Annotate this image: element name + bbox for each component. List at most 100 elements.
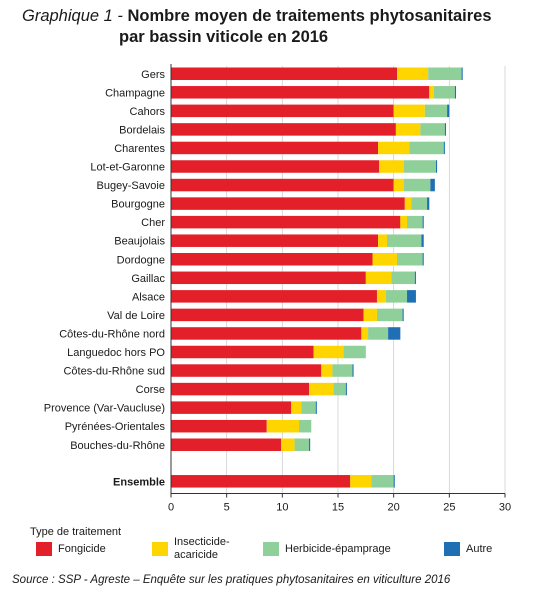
bar-segment-insecticide-acaricide xyxy=(361,327,369,340)
bar-segment-herbicide-pamprage xyxy=(424,104,448,118)
bar-segment-insecticide-acaricide xyxy=(309,382,334,396)
legend-label-fongicide: Fongicide xyxy=(58,543,106,555)
legend-swatch-fongicide xyxy=(36,542,52,556)
bar-segment-herbicide-pamprage xyxy=(403,178,431,192)
category-label: Cher xyxy=(141,217,165,229)
bar-segment-herbicide-pamprage xyxy=(403,160,436,173)
bar-segment-fongicide xyxy=(171,215,401,229)
bar-segment-fongicide xyxy=(171,438,282,451)
legend-item-autre: Autre xyxy=(444,542,492,556)
bar-segment-fongicide xyxy=(171,141,379,155)
bar-segment-herbicide-pamprage xyxy=(333,382,346,396)
bar-segment-insecticide-acaricide xyxy=(404,197,412,210)
bar-segment-fongicide xyxy=(171,475,351,488)
bar-segment-insecticide-acaricide xyxy=(313,345,344,359)
bar-segment-insecticide-acaricide xyxy=(397,67,429,80)
bar-segment-fongicide xyxy=(171,104,394,118)
bar-segment-autre xyxy=(422,215,424,229)
title-line-2: par bassin viticole en 2016 xyxy=(119,28,329,46)
category-label: Cahors xyxy=(130,106,166,118)
bar-segment-herbicide-pamprage xyxy=(411,197,428,210)
category-label: Alsace xyxy=(132,291,165,303)
category-label: Bordelais xyxy=(119,124,165,136)
x-tick-label: 25 xyxy=(443,502,455,514)
category-label: Bouches-du-Rhône xyxy=(70,440,165,452)
bar-segment-insecticide-acaricide xyxy=(379,160,404,173)
bar-segment-autre xyxy=(422,253,424,266)
category-label: Gers xyxy=(141,69,165,81)
bar-segment-fongicide xyxy=(171,271,366,285)
legend-swatch-autre xyxy=(444,542,460,556)
bar-segment-insecticide-acaricide xyxy=(363,308,377,322)
category-label: Bourgogne xyxy=(111,199,165,211)
bar-segment-fongicide xyxy=(171,86,430,99)
bar-segment-fongicide xyxy=(171,253,373,266)
bar-segment-herbicide-pamprage xyxy=(428,67,462,80)
bar-segment-insecticide-acaricide xyxy=(291,401,302,414)
legend-swatch-insecticide xyxy=(152,542,168,556)
bar-segment-autre xyxy=(427,197,430,210)
bar-segment-herbicide-pamprage xyxy=(301,401,316,414)
bar-segment-insecticide-acaricide xyxy=(393,178,404,192)
stacked-bar-chart: Gers Champagne Cahors Bordelais Charentes Lot… xyxy=(44,64,511,514)
bar-segment-herbicide-pamprage xyxy=(376,308,403,322)
bar-segment-herbicide-pamprage xyxy=(407,215,423,229)
x-tick-label: 5 xyxy=(224,502,230,514)
bar-segment-autre xyxy=(407,290,416,303)
x-tick-label: 30 xyxy=(499,502,511,514)
bar-segment-herbicide-pamprage xyxy=(368,327,389,340)
bar-segment-autre xyxy=(430,178,435,192)
category-label: Val de Loire xyxy=(107,310,165,322)
bar-segment-fongicide xyxy=(171,160,380,173)
legend-swatch-herbicide xyxy=(263,542,279,556)
x-tick-label: 10 xyxy=(276,502,288,514)
bar-segment-insecticide-acaricide xyxy=(321,364,333,377)
category-label: Charentes xyxy=(114,143,165,155)
x-tick-label: 0 xyxy=(168,502,174,514)
bar-segment-autre xyxy=(315,401,317,414)
bar-segment-autre xyxy=(461,67,463,80)
bar-segment-insecticide-acaricide xyxy=(376,290,386,303)
category-label: Côtes-du-Rhône sud xyxy=(63,366,165,378)
bar-segment-herbicide-pamprage xyxy=(299,419,312,433)
bar-segment-fongicide xyxy=(171,345,314,359)
bar-segment-insecticide-acaricide xyxy=(372,253,398,266)
bar-segment-fongicide xyxy=(171,308,364,322)
bar-segment-autre xyxy=(402,308,404,322)
chart-title: Graphique 1 - Nombre moyen de traitement… xyxy=(22,6,542,48)
bar-segment-herbicide-pamprage xyxy=(385,290,408,303)
bar-segment-insecticide-acaricide xyxy=(429,86,434,99)
bar-segment-insecticide-acaricide xyxy=(378,234,387,247)
bar-segment-fongicide xyxy=(171,401,292,414)
category-label: Corse xyxy=(136,384,165,396)
bar-segment-fongicide xyxy=(171,382,310,396)
bar-segment-autre xyxy=(388,327,401,340)
bar-segment-insecticide-acaricide xyxy=(393,104,425,118)
bar-segment-insecticide-acaricide xyxy=(378,141,410,155)
category-label: Dordogne xyxy=(117,254,165,266)
bar-segment-herbicide-pamprage xyxy=(386,234,422,247)
legend-item-fongicide: Fongicide xyxy=(36,542,106,556)
category-label: Provence (Var-Vaucluse) xyxy=(44,403,165,415)
bar-segment-herbicide-pamprage xyxy=(391,271,415,285)
bar-segment-autre xyxy=(421,234,424,247)
title-line-1: Nombre moyen de traitements phytosanitai… xyxy=(127,7,492,25)
bar-segment-fongicide xyxy=(171,178,394,192)
bar-segment-autre xyxy=(444,123,446,136)
source-note: Source : SSP - Agreste – Enquête sur les… xyxy=(12,574,451,586)
category-label: Languedoc hors PO xyxy=(67,347,165,359)
legend-item-insecticide: Insecticide-acaricide xyxy=(152,536,254,562)
category-label: Champagne xyxy=(105,87,165,99)
legend-label-herbicide: Herbicide-épamprage xyxy=(285,543,391,555)
bar-segment-autre xyxy=(352,364,354,377)
bar-segment-autre xyxy=(454,86,457,99)
bar-segment-insecticide-acaricide xyxy=(350,475,372,488)
legend-item-herbicide: Herbicide-épamprage xyxy=(263,542,391,556)
bar-segment-fongicide xyxy=(171,327,362,340)
bar-segment-insecticide-acaricide xyxy=(400,215,408,229)
bar-segment-insecticide-acaricide xyxy=(395,123,421,136)
category-label: Pyrénées-Orientales xyxy=(65,421,166,433)
bar-segment-herbicide-pamprage xyxy=(409,141,444,155)
category-label: Bugey-Savoie xyxy=(97,180,166,192)
legend-label-insecticide: Insecticide-acaricide xyxy=(174,536,230,561)
